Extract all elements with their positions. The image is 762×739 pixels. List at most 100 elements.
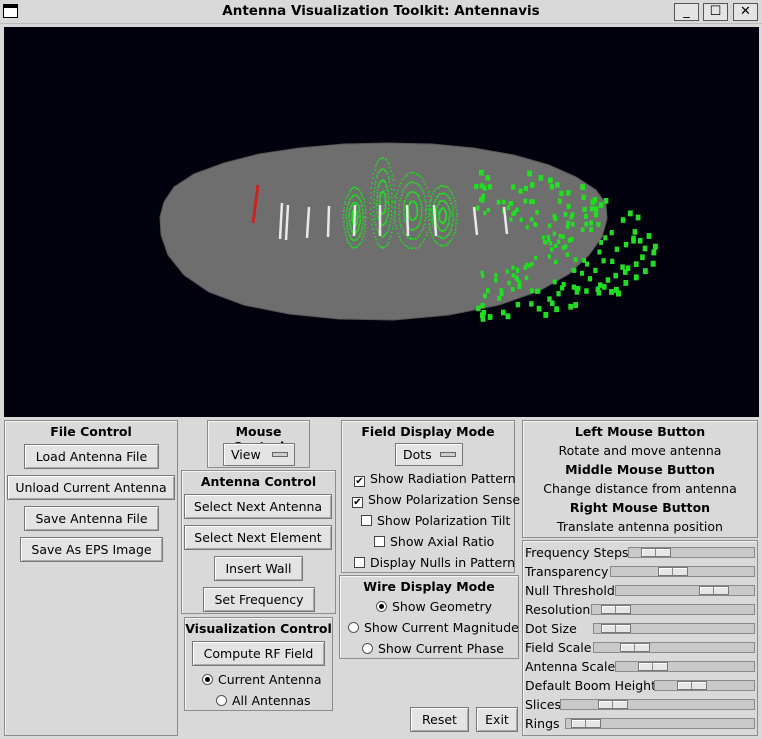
slider-slices[interactable]: Slices xyxy=(525,695,757,714)
slider-trough[interactable] xyxy=(654,680,755,691)
select-next-antenna-button[interactable]: Select Next Antenna xyxy=(184,494,332,519)
field-dot xyxy=(449,240,452,242)
compute-rf-field-button[interactable]: Compute RF Field xyxy=(192,641,325,666)
radio-current-antenna[interactable]: Current Antenna xyxy=(202,672,322,687)
window-menu-icon[interactable] xyxy=(3,4,18,18)
field-dot xyxy=(440,237,443,239)
field-dot xyxy=(358,236,360,239)
slider-trough[interactable] xyxy=(615,661,755,672)
field-dot xyxy=(523,198,528,204)
field-dot xyxy=(370,208,372,211)
field-dot xyxy=(420,230,422,233)
field-dot xyxy=(448,232,451,234)
slider-thumb[interactable] xyxy=(598,700,628,709)
field-dot xyxy=(384,194,386,196)
maximize-button[interactable]: ☐ xyxy=(703,3,728,21)
close-button[interactable]: ✕ xyxy=(733,3,758,21)
exit-button[interactable]: Exit xyxy=(476,707,518,732)
slider-thumb[interactable] xyxy=(601,605,631,614)
slider-resolution[interactable]: Resolution xyxy=(525,600,757,619)
set-frequency-button[interactable]: Set Frequency xyxy=(203,587,315,612)
slider-trough[interactable] xyxy=(610,566,755,577)
slider-trough[interactable] xyxy=(593,642,755,653)
slider-frequency-steps[interactable]: Frequency Steps xyxy=(525,543,757,562)
field-dot xyxy=(452,208,454,211)
slider-null-threshold[interactable]: Null Threshold xyxy=(525,581,757,600)
field-dot xyxy=(448,216,451,219)
field-dot xyxy=(352,187,354,189)
field-dot xyxy=(451,237,453,240)
checkbox-show-axial-ratio[interactable]: Show Axial Ratio xyxy=(374,534,494,549)
field-dot xyxy=(435,207,438,209)
slider-thumb[interactable] xyxy=(571,719,601,728)
mouse-mode-menu[interactable]: View xyxy=(223,443,295,466)
slider-default-boom-height[interactable]: Default Boom Height xyxy=(525,676,757,695)
slider-antenna-scale[interactable]: Antenna Scale xyxy=(525,657,757,676)
radio-show-geometry[interactable]: Show Geometry xyxy=(376,599,492,614)
slider-trough[interactable] xyxy=(628,547,755,558)
slider-trough[interactable] xyxy=(591,604,755,615)
field-dot xyxy=(445,228,447,230)
save-antenna-file-button[interactable]: Save Antenna File xyxy=(24,506,159,531)
radio-all-antennas[interactable]: All Antennas xyxy=(216,693,311,708)
checkbox-show-polarization-sense[interactable]: ✔ Show Polarization Sense xyxy=(352,492,520,508)
field-dot xyxy=(384,181,386,183)
slider-rings[interactable]: Rings xyxy=(525,714,757,733)
slider-trough[interactable] xyxy=(615,585,755,596)
field-dot xyxy=(412,228,414,231)
slider-trough[interactable] xyxy=(560,699,755,710)
field-dot xyxy=(450,191,453,194)
save-eps-image-button[interactable]: Save As EPS Image xyxy=(20,537,163,562)
slider-thumb[interactable] xyxy=(620,643,650,652)
field-dot xyxy=(616,290,621,297)
field-dot xyxy=(358,223,360,226)
field-dot xyxy=(350,227,352,229)
antenna-3d-viewport[interactable] xyxy=(4,27,759,417)
checkbox-show-radiation-pattern[interactable]: ✔ Show Radiation Pattern xyxy=(354,471,516,487)
slider-trough[interactable] xyxy=(593,623,755,634)
field-dot xyxy=(402,191,404,193)
insert-wall-button[interactable]: Insert Wall xyxy=(214,556,303,581)
slider-thumb[interactable] xyxy=(638,662,668,671)
unload-current-antenna-button[interactable]: Unload Current Antenna xyxy=(7,475,175,500)
minimize-button[interactable]: _ xyxy=(674,3,699,21)
slider-transparency[interactable]: Transparency xyxy=(525,562,757,581)
field-dot xyxy=(375,204,378,207)
slider-field-scale[interactable]: Field Scale xyxy=(525,638,757,657)
slider-thumb[interactable] xyxy=(677,681,707,690)
load-antenna-file-button[interactable]: Load Antenna File xyxy=(24,444,159,469)
field-dot xyxy=(583,213,588,219)
reset-button[interactable]: Reset xyxy=(410,707,469,732)
slider-thumb[interactable] xyxy=(699,586,729,595)
field-dot xyxy=(399,220,401,223)
field-dot xyxy=(345,217,347,219)
slider-thumb[interactable] xyxy=(658,567,688,576)
checkbox-display-nulls-in-pattern[interactable]: Display Nulls in Pattern xyxy=(354,555,515,570)
field-dot xyxy=(363,201,365,204)
middle-mouse-button-title: Middle Mouse Button xyxy=(565,462,715,477)
field-dot xyxy=(398,207,400,209)
radio-show-current-magnitude[interactable]: Show Current Magnitude xyxy=(348,620,519,635)
field-dot xyxy=(398,185,401,187)
field-dot xyxy=(407,247,409,249)
slider-dot-size[interactable]: Dot Size xyxy=(525,619,757,638)
field-dot xyxy=(390,217,392,219)
field-dot xyxy=(413,219,415,221)
field-dot xyxy=(375,224,377,226)
field-dot xyxy=(445,227,447,229)
slider-thumb[interactable] xyxy=(601,624,631,633)
field-dot xyxy=(384,197,386,199)
slider-trough[interactable] xyxy=(565,718,755,729)
field-dot xyxy=(409,191,411,194)
field-dot xyxy=(346,224,349,227)
field-dot xyxy=(530,182,535,188)
slider-thumb[interactable] xyxy=(641,548,671,557)
field-dot xyxy=(373,214,376,217)
field-dot xyxy=(640,254,645,261)
field-dot xyxy=(399,182,402,185)
radio-show-current-phase[interactable]: Show Current Phase xyxy=(362,641,504,656)
checkbox-show-polarization-tilt[interactable]: Show Polarization Tilt xyxy=(361,513,510,528)
field-dot xyxy=(446,195,449,197)
select-next-element-button[interactable]: Select Next Element xyxy=(184,525,332,550)
field-display-mode-menu[interactable]: Dots xyxy=(395,443,463,466)
